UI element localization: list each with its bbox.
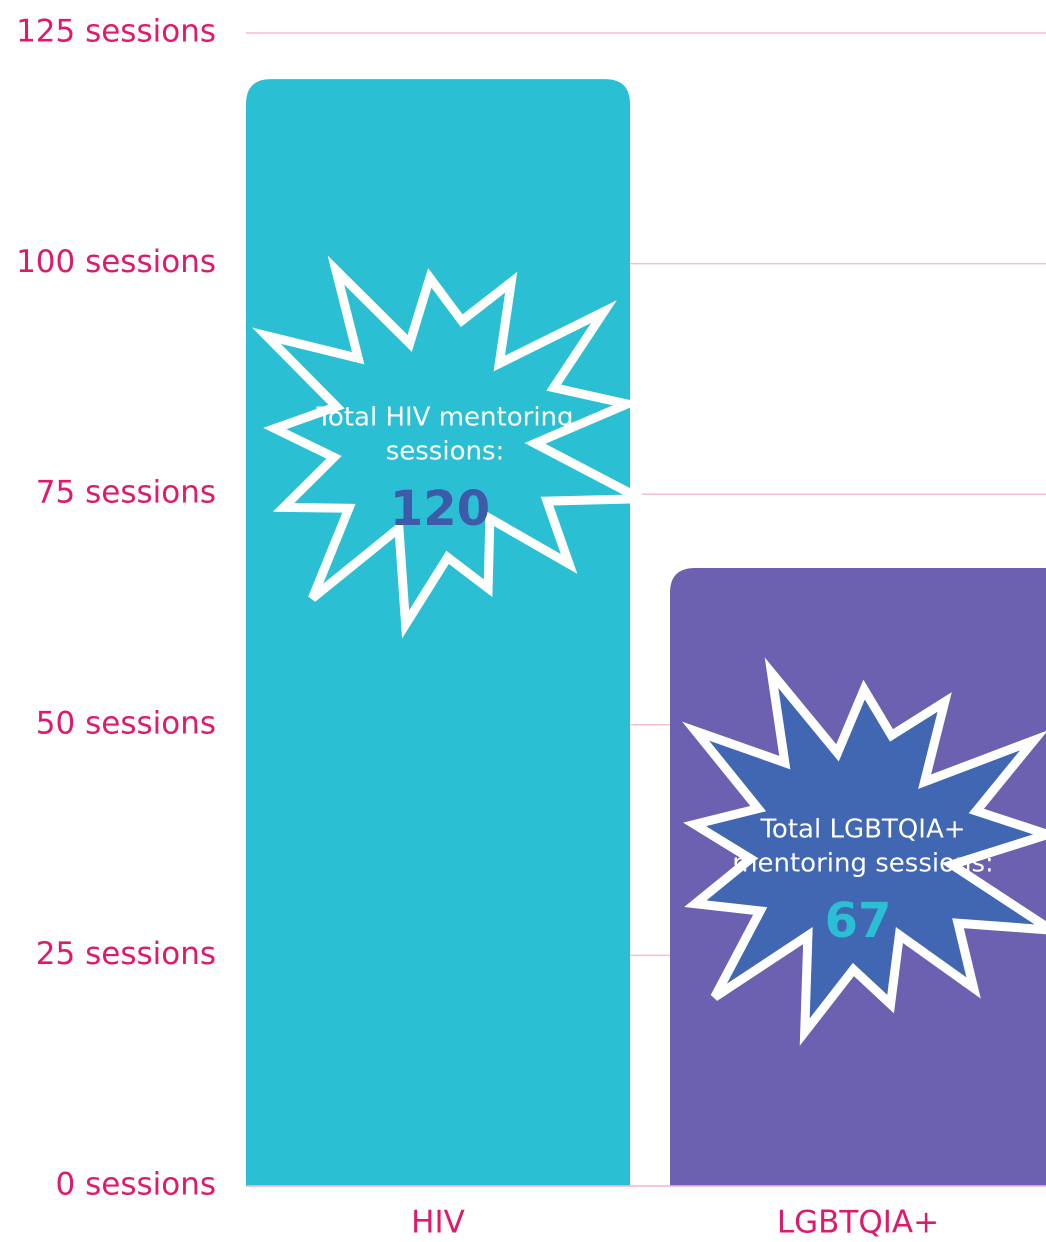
value-label: 67 <box>825 893 892 949</box>
y-tick-label: 25 sessions <box>36 936 216 972</box>
y-tick-label: 75 sessions <box>36 475 216 511</box>
starburst <box>251 255 659 639</box>
y-tick-label: 50 sessions <box>36 705 216 741</box>
y-tick-label: 100 sessions <box>16 244 216 280</box>
value-label: 120 <box>390 481 490 537</box>
y-tick-label: 125 sessions <box>16 14 216 50</box>
x-tick-label: LGBTQIA+ <box>777 1205 939 1241</box>
bar <box>246 79 630 1187</box>
starburst <box>682 657 1046 1046</box>
annotation: Total HIV mentoring <box>315 403 573 433</box>
annotation: sessions: <box>386 437 505 467</box>
y-tick-label: 0 sessions <box>56 1167 216 1203</box>
annotation: Total LGBTQIA+ <box>759 815 965 845</box>
annotation: mentoring sessions: <box>732 849 994 879</box>
x-tick-label: HIV <box>411 1205 465 1241</box>
